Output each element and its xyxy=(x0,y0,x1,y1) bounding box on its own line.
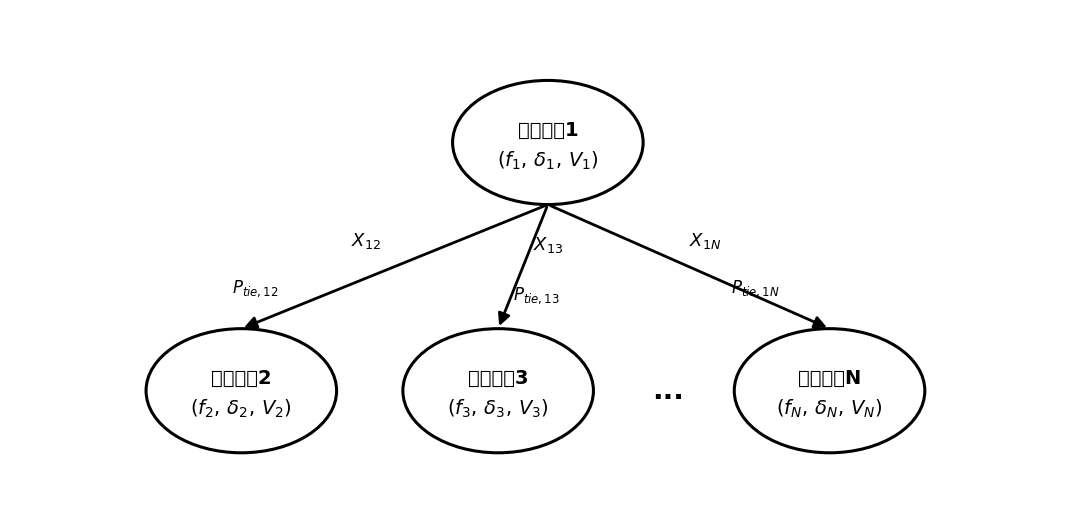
Text: $X_{1N}$: $X_{1N}$ xyxy=(690,230,722,251)
Text: $P_{tie,13}$: $P_{tie,13}$ xyxy=(513,285,560,306)
Text: $X_{13}$: $X_{13}$ xyxy=(533,235,563,255)
Text: 控制区域1: 控制区域1 xyxy=(517,121,578,140)
Text: $(f_3,\,\delta_3,\,V_3)$: $(f_3,\,\delta_3,\,V_3)$ xyxy=(447,398,549,420)
Ellipse shape xyxy=(452,81,644,204)
Ellipse shape xyxy=(403,329,593,453)
Text: $P_{tie,1N}$: $P_{tie,1N}$ xyxy=(731,278,780,299)
Text: $P_{tie,12}$: $P_{tie,12}$ xyxy=(232,278,279,299)
Text: $(f_N,\,\delta_N,\,V_N)$: $(f_N,\,\delta_N,\,V_N)$ xyxy=(776,398,883,420)
Text: $X_{12}$: $X_{12}$ xyxy=(351,230,381,251)
Text: 控制区域N: 控制区域N xyxy=(797,369,862,388)
Text: ...: ... xyxy=(652,376,684,405)
Ellipse shape xyxy=(146,329,337,453)
Text: $(f_2,\,\delta_2,\,V_2)$: $(f_2,\,\delta_2,\,V_2)$ xyxy=(190,398,292,420)
Text: 控制区域2: 控制区域2 xyxy=(211,369,272,388)
Ellipse shape xyxy=(734,329,925,453)
Text: $(f_1,\,\delta_1,\,V_1)$: $(f_1,\,\delta_1,\,V_1)$ xyxy=(497,149,599,172)
Text: 控制区域3: 控制区域3 xyxy=(468,369,528,388)
